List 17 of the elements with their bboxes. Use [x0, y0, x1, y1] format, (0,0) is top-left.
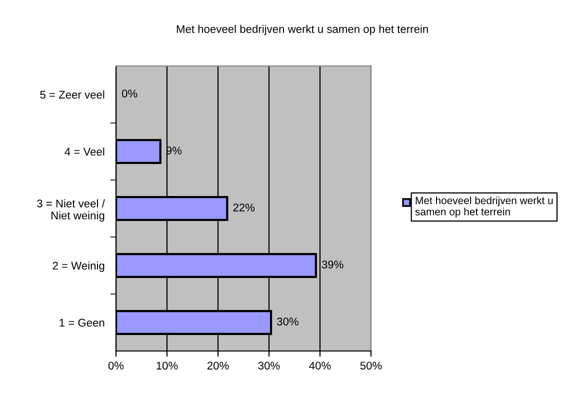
y-tick-label: 4 = Veel: [64, 147, 104, 156]
data-label: 22%: [233, 204, 255, 212]
x-tick-label: 40%: [309, 362, 331, 370]
data-label: 30%: [277, 318, 298, 326]
x-tick-label: 10%: [156, 362, 178, 370]
x-tick-label: 0%: [108, 362, 124, 370]
legend-label: Met hoeveel bedrijven werkt u samen op het terrein: [415, 196, 553, 218]
y-tick-label: 1 = Geen: [60, 318, 104, 327]
x-tick-label: 20%: [207, 362, 229, 370]
data-label: 0%: [122, 90, 138, 98]
x-tick-label: 50%: [360, 362, 382, 370]
y-tick-label: 3 = Niet veel / Niet weinig: [37, 199, 105, 222]
chart-title: Met hoeveel bedrijven werkt u samen op het terrein: [176, 24, 428, 36]
data-label: 39%: [322, 260, 344, 268]
x-tick-label: 30%: [258, 362, 280, 370]
y-tick-label: 5 = Zeer veel: [40, 90, 104, 99]
y-tick-label: 2 = Weinig: [52, 261, 104, 272]
